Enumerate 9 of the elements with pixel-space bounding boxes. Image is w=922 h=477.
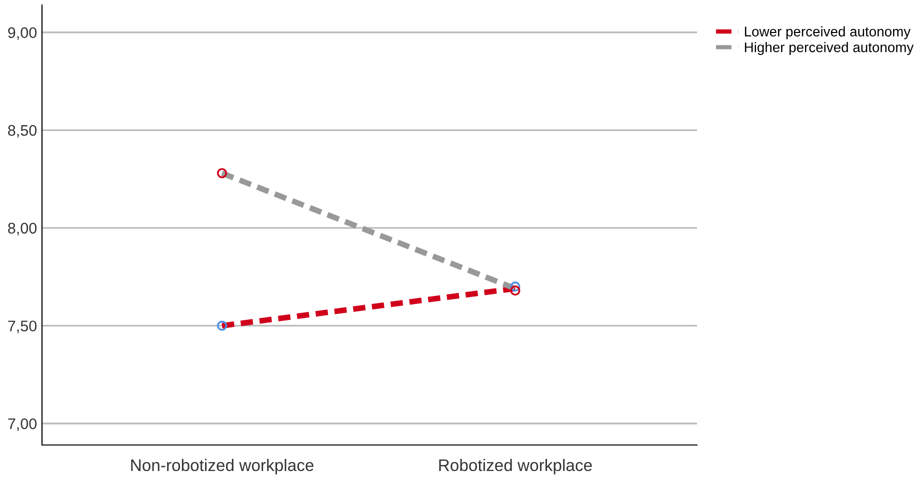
x-tick-label: Robotized workplace: [439, 458, 592, 474]
y-tick-label: 8,50: [8, 125, 37, 138]
legend-label: Higher perceived autonomy: [744, 42, 914, 55]
legend-label: Lower perceived autonomy: [744, 26, 911, 40]
x-tick-label: Non-robotized workplace: [131, 458, 314, 474]
y-tick-label: 8,00: [8, 222, 37, 236]
y-tick-label: 7,50: [8, 320, 37, 334]
y-tick-label: 9,00: [8, 27, 37, 40]
y-tick-label: 7,00: [8, 418, 37, 431]
